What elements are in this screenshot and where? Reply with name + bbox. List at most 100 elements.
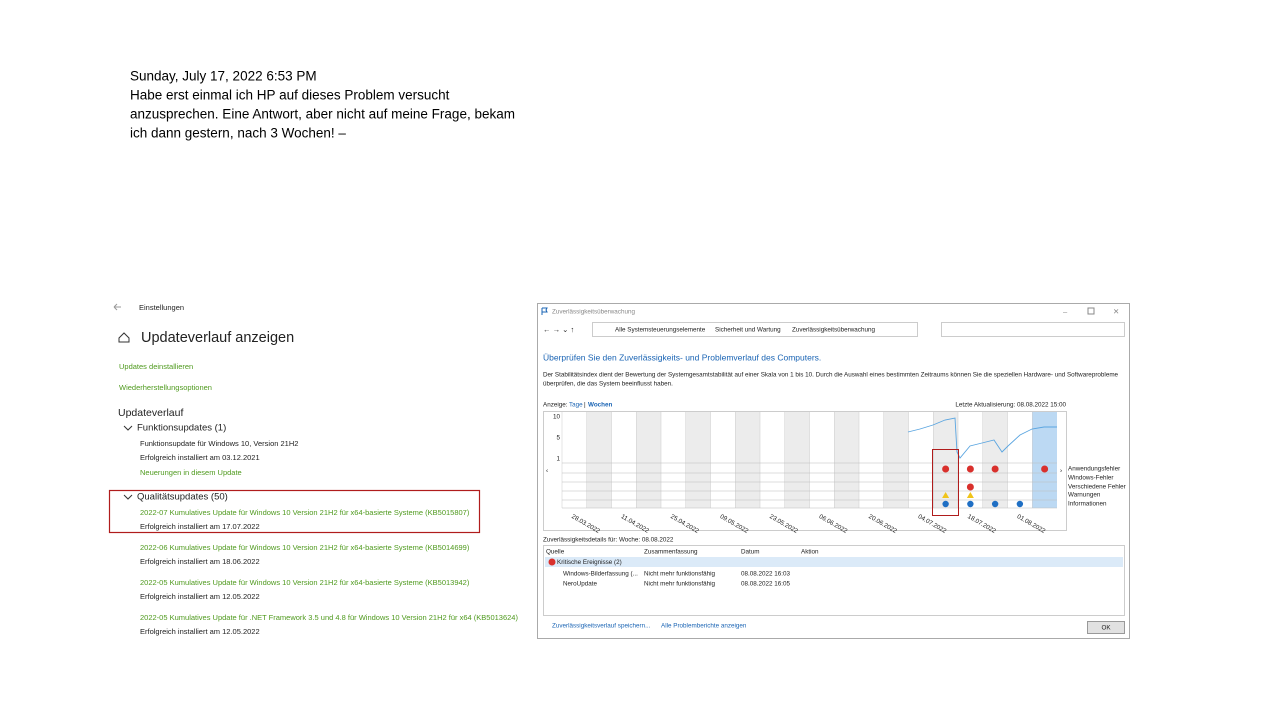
column-header[interactable]: Aktion: [801, 549, 819, 556]
info-icon[interactable]: [1016, 500, 1024, 508]
error-icon[interactable]: [991, 465, 999, 473]
ok-label[interactable]: OK: [1101, 625, 1111, 632]
row-label: Anwendungsfehler: [1068, 466, 1120, 473]
note-date: Sunday, July 17, 2022 6:53 PM: [130, 69, 317, 84]
column-shade: [636, 412, 661, 508]
update-link[interactable]: 2022-05 Kumulatives Update für Windows 1…: [140, 578, 470, 587]
error-icon[interactable]: [1041, 465, 1049, 473]
description: Der Stabilitätsindex dient der Bewertung…: [543, 372, 1119, 379]
group-row[interactable]: [545, 557, 1123, 567]
cell: 08.08.2022 16:03: [741, 571, 791, 578]
column-shade: [735, 412, 760, 508]
column-header[interactable]: Datum: [741, 549, 760, 556]
update-status: Erfolgreich installiert am 12.05.2022: [140, 592, 260, 601]
footer-link[interactable]: Zuverlässigkeitsverlauf speichern...: [552, 623, 651, 630]
details-title: Zuverlässigkeitsdetails für: Woche: 08.0…: [543, 537, 674, 544]
close[interactable]: ✕: [1113, 307, 1119, 316]
update-status: Erfolgreich installiert am 17.07.2022: [140, 522, 260, 531]
settings-panel: Einstellungen Updateverlauf anzeigen Upd…: [108, 303, 518, 636]
row-label: Warnungen: [1068, 492, 1101, 499]
cell: Nicht mehr funktionsfähig: [644, 581, 716, 588]
column-shade: [685, 412, 711, 508]
description: überprüfen, die das System beeinflusst h…: [543, 381, 673, 388]
link[interactable]: Neuerungen in diesem Update: [140, 468, 242, 477]
ok-button[interactable]: [1087, 621, 1125, 634]
minimize[interactable]: –: [1063, 307, 1068, 316]
nav-arrows[interactable]: ← → ⌄ ↑: [543, 325, 574, 334]
view-option[interactable]: Tage: [569, 402, 583, 409]
highlight-box: [108, 489, 481, 534]
y-label: 1: [556, 456, 560, 463]
group-label[interactable]: Kritische Ereignisse (2): [557, 559, 622, 566]
update-name: Funktionsupdate für Windows 10, Version …: [140, 439, 298, 448]
link[interactable]: Wiederherstellungsoptionen: [119, 383, 212, 392]
note-line: ich dann gestern, nach 3 Wochen! –: [130, 126, 346, 141]
home-icon[interactable]: [118, 332, 130, 343]
chevron[interactable]: [123, 425, 133, 431]
breadcrumb[interactable]: Sicherheit und Wartung: [715, 327, 781, 334]
cell: NeroUpdate: [563, 581, 597, 588]
breadcrumb[interactable]: Alle Systemsteuerungselemente: [615, 327, 706, 334]
group-heading[interactable]: Funktionsupdates (1): [137, 423, 226, 434]
window-icon: [541, 307, 548, 315]
last-update: Letzte Aktualisierung: 08.08.2022 15:00: [955, 402, 1066, 409]
update-link[interactable]: 2022-06 Kumulatives Update für Windows 1…: [140, 543, 470, 552]
column-shade: [883, 412, 909, 508]
update-link[interactable]: 2022-07 Kumulatives Update für Windows 1…: [140, 508, 470, 517]
stability-chart: 10 5 1 Anwendungsfehler Windows-Fehler Versch…: [543, 411, 1126, 535]
update-status: Erfolgreich installiert am 18.06.2022: [140, 557, 260, 566]
link[interactable]: Updates deinstallieren: [119, 362, 193, 371]
stability-line: [907, 417, 1057, 459]
y-label: 5: [556, 435, 560, 442]
monitor-window: Zuverlässigkeitsüberwachung – ✕ ← → ⌄ ↑ …: [537, 303, 1130, 639]
view-separator: |: [584, 402, 586, 409]
cell: Nicht mehr funktionsfähig: [644, 571, 716, 578]
scroll-right[interactable]: ›: [1060, 468, 1062, 475]
error-icon[interactable]: [942, 465, 950, 473]
error-icon[interactable]: [966, 465, 974, 473]
window-title: Zuverlässigkeitsüberwachung: [552, 309, 635, 316]
column-shade: [982, 412, 1008, 508]
warning-icon[interactable]: [942, 492, 950, 498]
column-header[interactable]: Zusammenfassung: [644, 549, 698, 556]
column-shade: [834, 412, 859, 508]
details-table: [543, 545, 1125, 616]
note-line: anzusprechen. Eine Antwort, aber nicht a…: [130, 107, 515, 122]
view-option[interactable]: Wochen: [588, 402, 613, 409]
info-icon[interactable]: [942, 500, 949, 508]
row-label: Windows-Fehler: [1068, 475, 1114, 482]
scroll-left[interactable]: ‹: [546, 468, 548, 475]
footer-link[interactable]: Alle Problemberichte anzeigen: [661, 623, 747, 630]
cell: Windows-Bilderfassung (...: [563, 571, 638, 578]
update-status: Erfolgreich installiert am 12.05.2022: [140, 627, 260, 636]
column-shade: [586, 412, 612, 508]
error-icon: [548, 558, 556, 566]
section-title: Updateverlauf: [118, 407, 183, 419]
update-link[interactable]: 2022-05 Kumulatives Update für .NET Fram…: [140, 613, 518, 622]
info-icon[interactable]: [967, 500, 974, 508]
warning-icon[interactable]: [966, 492, 974, 498]
view-label: Anzeige:: [543, 402, 568, 409]
chevron[interactable]: [123, 494, 133, 500]
cell: 08.08.2022 16:05: [741, 581, 791, 588]
search-box[interactable]: [941, 322, 1125, 337]
group-heading[interactable]: Qualitätsupdates (50): [137, 492, 228, 503]
selected-column[interactable]: [1032, 412, 1057, 508]
column-shade: [784, 412, 810, 508]
info-icon[interactable]: [991, 500, 999, 508]
column-header[interactable]: Quelle: [546, 549, 565, 556]
highlight-box: [932, 449, 959, 516]
breadcrumb[interactable]: Zuverlässigkeitsüberwachung: [792, 327, 875, 334]
heading: Überprüfen Sie den Zuverlässigkeits- und…: [543, 352, 821, 362]
row-label: Informationen: [1068, 501, 1107, 508]
note-line: Habe erst einmal ich HP auf dieses Probl…: [130, 88, 450, 103]
address-bar[interactable]: [592, 322, 918, 337]
maximize[interactable]: [1087, 307, 1095, 315]
update-status: Erfolgreich installiert am 03.12.2021: [140, 453, 260, 462]
y-label: 10: [553, 414, 561, 421]
error-icon[interactable]: [966, 483, 974, 491]
back-icon[interactable]: [113, 303, 121, 311]
page-title: Updateverlauf anzeigen: [141, 330, 294, 346]
breadcrumb: Einstellungen: [139, 303, 184, 312]
